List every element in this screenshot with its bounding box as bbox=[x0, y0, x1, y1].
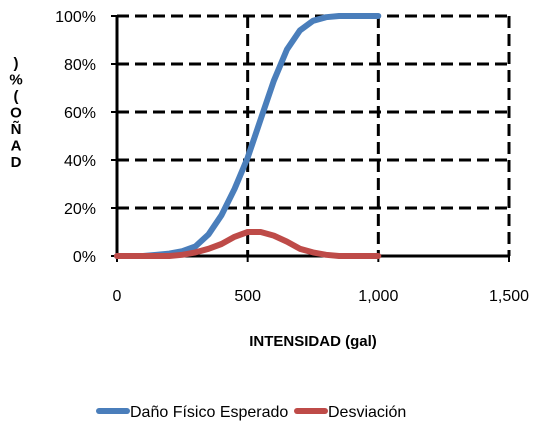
y-tick-labels: 0% 20% 40% 60% 80% 100% bbox=[55, 9, 96, 266]
gridlines bbox=[117, 14, 511, 256]
y-tick-label: 80% bbox=[64, 57, 96, 74]
x-tick-label: 1,000 bbox=[358, 288, 398, 305]
y-axis-title: )%(O Ñ A D bbox=[9, 55, 22, 171]
legend-label-2: Desviación bbox=[328, 404, 406, 421]
y-tick-label: 40% bbox=[64, 153, 96, 170]
x-tick-label: 500 bbox=[234, 288, 261, 305]
x-tick-label: 0 bbox=[113, 288, 122, 305]
x-axis-title: INTENSIDAD (gal) bbox=[249, 333, 377, 350]
y-axis-title-text: )%(O Ñ A D bbox=[9, 55, 22, 171]
series-line-2 bbox=[114, 229, 382, 259]
axes bbox=[111, 15, 510, 262]
legend-label-1: Daño Físico Esperado bbox=[130, 404, 288, 421]
y-tick-label: 60% bbox=[64, 105, 96, 122]
series-layer bbox=[114, 13, 382, 259]
legend: Daño Físico Esperado Desviación bbox=[96, 404, 406, 421]
y-tick-label: 0% bbox=[73, 249, 96, 266]
x-tick-labels: 0 500 1,000 1,500 bbox=[113, 288, 530, 305]
y-tick-label: 100% bbox=[55, 9, 96, 26]
x-tick-label: 1,500 bbox=[489, 288, 529, 305]
y-tick-label: 20% bbox=[64, 201, 96, 218]
